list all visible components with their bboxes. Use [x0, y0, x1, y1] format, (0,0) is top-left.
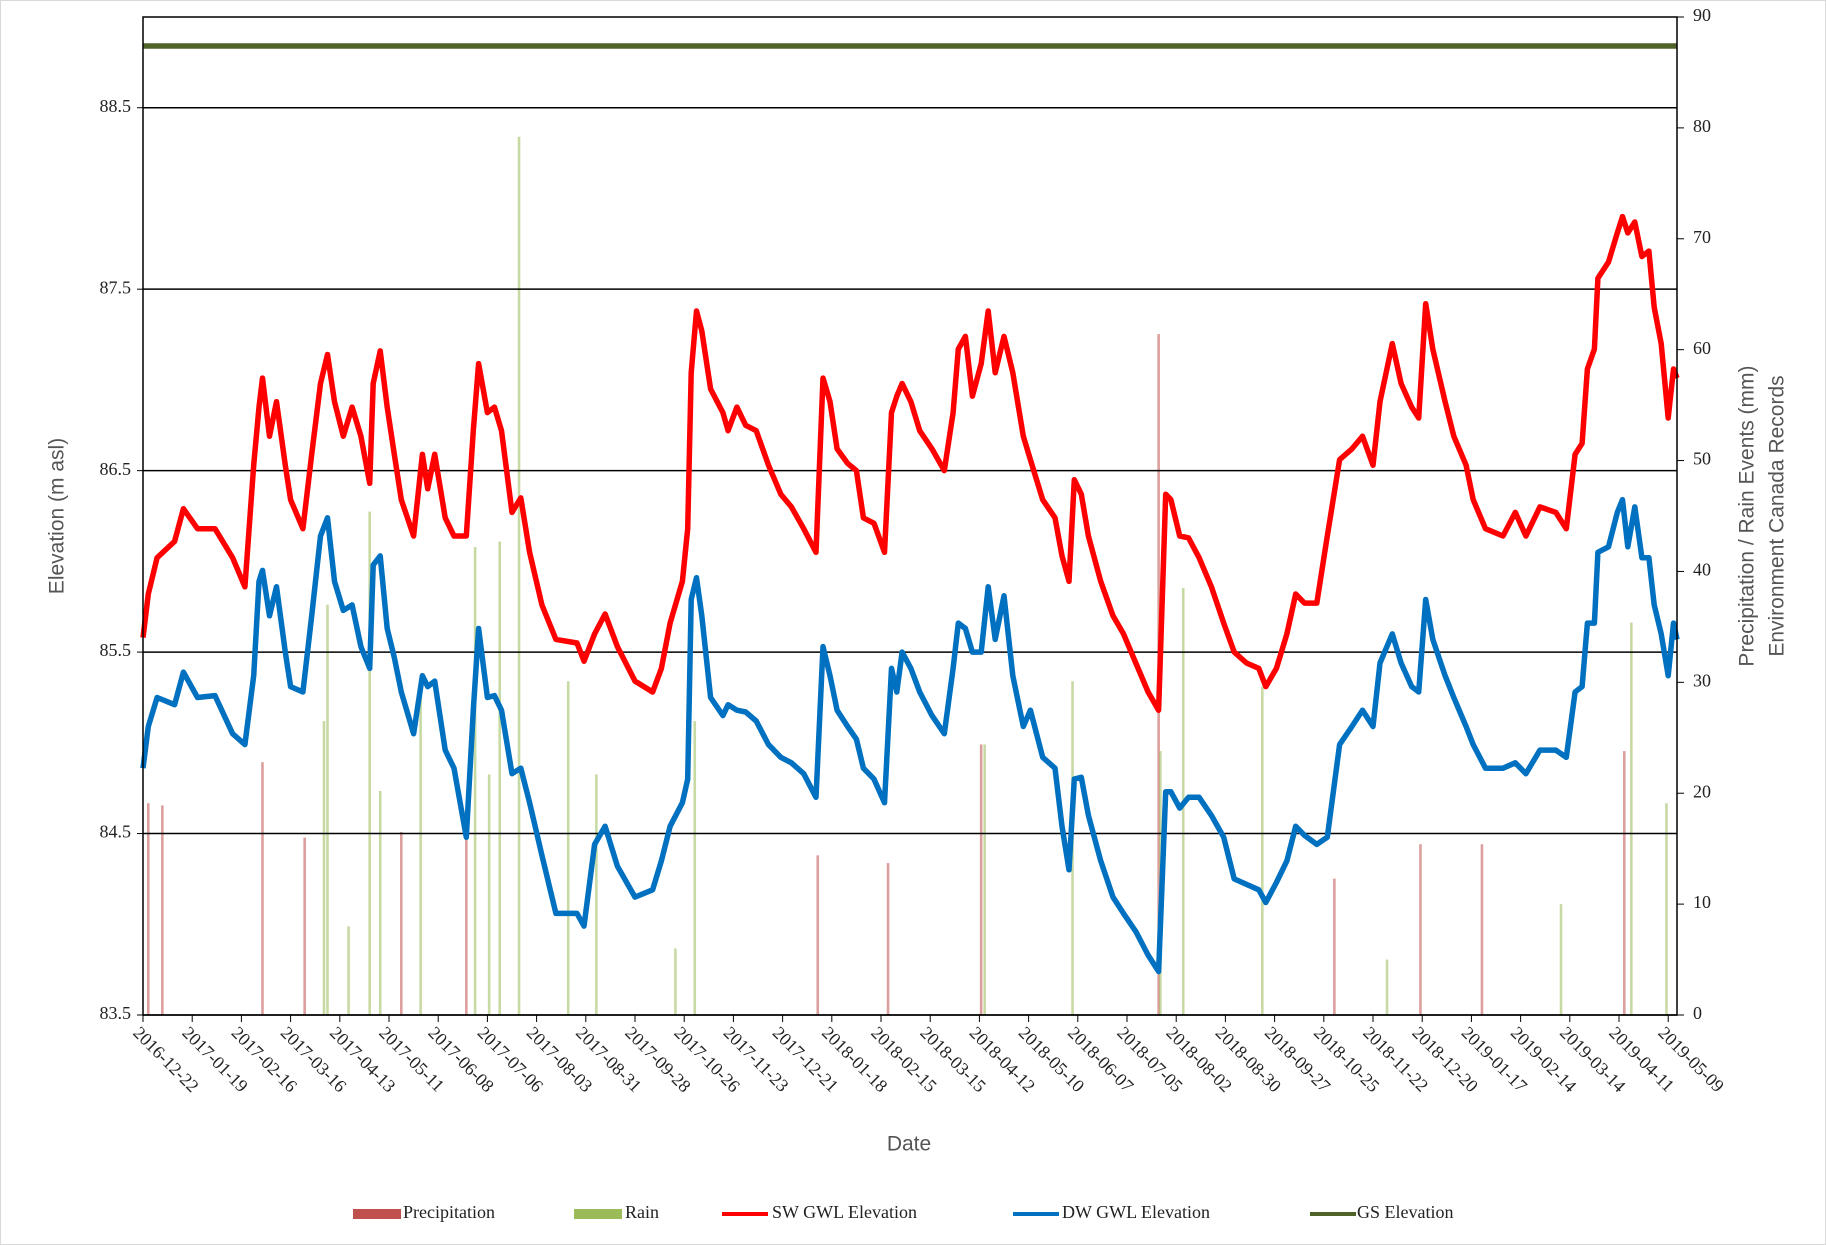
line: [140, 496, 1680, 975]
bar: [1261, 686, 1264, 1015]
bar: [674, 948, 677, 1015]
y2-tick-label: 90: [1693, 5, 1711, 25]
bar: [322, 721, 326, 1015]
y-tick-label: 87.5: [100, 277, 132, 297]
y2-tick-label: 70: [1693, 227, 1711, 247]
bar: [983, 744, 986, 1015]
bar: [465, 808, 468, 1015]
y2-tick-label: 40: [1693, 560, 1711, 580]
bar: [146, 803, 150, 1015]
y-tick-label: 85.5: [100, 640, 132, 660]
y2-tick-label: 20: [1693, 781, 1711, 801]
line: [140, 213, 1680, 713]
bar: [368, 511, 371, 1015]
bar-layer: [146, 136, 1668, 1015]
bar: [1385, 959, 1389, 1015]
bar: [347, 926, 350, 1015]
plot-frame: [142, 16, 1678, 1016]
y2-tick-label: 10: [1693, 892, 1711, 912]
legend-label: Rain: [625, 1202, 659, 1222]
bar: [1419, 844, 1422, 1015]
y-axis-title: Elevation (m asl): [46, 438, 69, 594]
y2-tick-label: 50: [1693, 449, 1711, 469]
y2-axis-title: Precipitation / Rain Events (mm): [1736, 365, 1759, 666]
bar: [378, 791, 382, 1015]
bar: [595, 774, 598, 1015]
y2-axis-title: Environment Canada Records: [1766, 375, 1789, 656]
bar: [261, 762, 264, 1015]
bar: [693, 721, 697, 1015]
bar: [161, 805, 164, 1015]
y2-tick-label: 60: [1693, 338, 1711, 358]
bar: [1480, 844, 1484, 1015]
bar: [487, 774, 491, 1015]
bar: [1665, 803, 1668, 1015]
legend-swatch: [353, 1209, 401, 1219]
y-tick-label: 84.5: [100, 822, 132, 842]
legend-label: GS Elevation: [1357, 1202, 1454, 1222]
bar: [1559, 904, 1563, 1015]
bar: [1622, 751, 1626, 1015]
legend-label: DW GWL Elevation: [1062, 1202, 1210, 1222]
bar: [1333, 878, 1336, 1015]
y-tick-label: 88.5: [100, 96, 132, 116]
bar: [1630, 622, 1633, 1015]
y-tick-label: 83.5: [100, 1003, 132, 1023]
bar: [400, 832, 403, 1015]
legend-swatch: [574, 1209, 622, 1219]
y-tick-label: 86.5: [100, 459, 132, 479]
bar: [326, 604, 329, 1015]
bar: [419, 686, 422, 1015]
y2-tick-label: 0: [1693, 1003, 1702, 1023]
y2-tick-label: 80: [1693, 116, 1711, 136]
bar: [566, 681, 570, 1015]
bar: [473, 547, 477, 1015]
bar: [816, 855, 820, 1015]
bar: [498, 541, 502, 1015]
legend: Precipitation Rain SW GWL Elevation DW GWL …: [353, 1202, 1454, 1222]
bar: [979, 744, 983, 1015]
y2-tick-label: 30: [1693, 670, 1711, 690]
bar: [517, 136, 521, 1015]
legend-label: Precipitation: [403, 1202, 495, 1222]
bar: [886, 863, 890, 1015]
x-axis-title: Date: [887, 1133, 931, 1156]
legend-label: SW GWL Elevation: [772, 1202, 917, 1222]
line-layer: [140, 43, 1680, 975]
bar: [303, 837, 306, 1015]
